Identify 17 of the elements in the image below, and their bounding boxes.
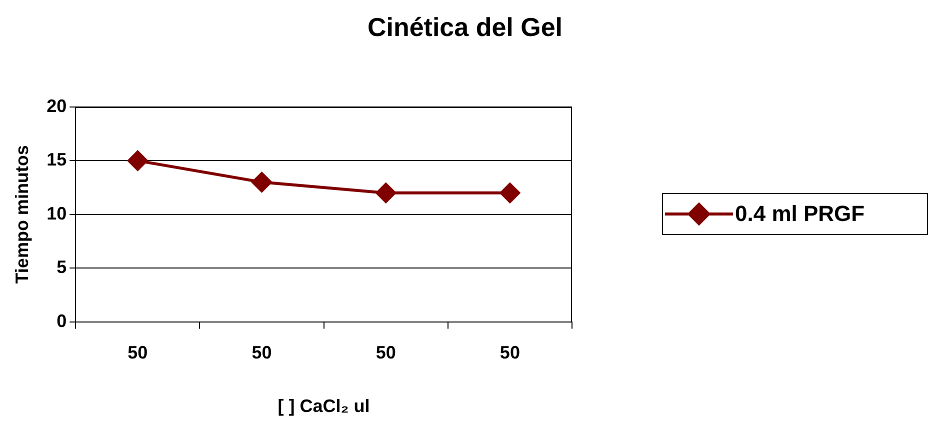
point [499,182,520,204]
x-tick-label: 50 [252,342,272,363]
y-tick-label: 15 [46,150,67,170]
y-tick-label: 0 [56,310,67,331]
y-tick-label: 10 [46,203,67,224]
y-tick-label: 20 [46,96,67,116]
chart-title: Cinética del Gel [366,12,564,43]
point [251,172,272,193]
x-tick-label: 50 [500,342,520,363]
x-tick-label: 50 [128,342,148,363]
x-tick-label: 50 [376,342,396,363]
legend-label: 0.4 ml PRGF [735,201,865,227]
y-axis-title: Tiempo minutos [12,145,32,284]
x-axis-title: [ ] CaCl₂ ul [278,396,370,416]
y-tick-label: 5 [56,257,67,278]
point [375,182,396,204]
point [127,150,148,172]
